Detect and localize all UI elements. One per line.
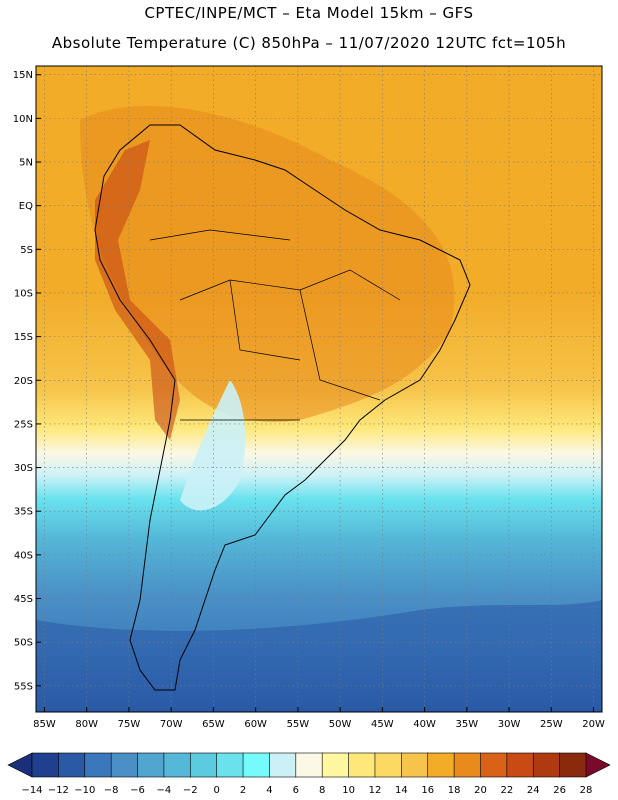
colorbar-label: 6 [293, 785, 299, 796]
title-line-2: Absolute Temperature (C) 850hPa – 11/07/… [51, 34, 567, 52]
colorbar-swatch [295, 752, 323, 778]
lon-label: 45W [371, 719, 394, 730]
colorbar: −14 −12 −10 −8 −6 −4 −2 0 2 4 6 8 10 12 14 16 18 20 22 24 26… [7, 752, 611, 796]
colorbar-label: −8 [104, 785, 119, 796]
colorbar-swatch [427, 752, 455, 778]
colorbar-swatch [242, 752, 271, 778]
colorbar-low-arrow [7, 752, 33, 778]
colorbar-label: 14 [395, 785, 408, 796]
colorbar-label: 28 [580, 785, 593, 796]
lon-label: 25W [540, 719, 563, 730]
colorbar-swatch [216, 752, 244, 778]
colorbar-label: 22 [500, 785, 513, 796]
lat-label: 35S [14, 507, 33, 518]
colorbar-swatch [559, 752, 587, 778]
colorbar-label: 18 [448, 785, 461, 796]
colorbar-label: −12 [48, 785, 69, 796]
lat-label: 25S [14, 419, 33, 430]
colorbar-swatch [58, 752, 86, 778]
colorbar-label: 26 [553, 785, 566, 796]
colorbar-label: −2 [183, 785, 198, 796]
lat-label: 10N [13, 114, 33, 125]
cold-tongue-argentina [180, 380, 246, 511]
lon-label: 70W [160, 719, 183, 730]
title-line-1: CPTEC/INPE/MCT – Eta Model 15km – GFS [144, 4, 474, 22]
colorbar-label: −4 [157, 785, 172, 796]
lat-label: 55S [14, 681, 33, 692]
lat-label: 5S [20, 245, 33, 256]
cold-southern-band [36, 600, 602, 712]
lon-label: 20W [582, 719, 605, 730]
colorbar-label: 20 [474, 785, 487, 796]
colorbar-swatch [269, 752, 297, 778]
colorbar-label: 4 [266, 785, 272, 796]
colorbar-swatch [110, 752, 139, 778]
lat-label: 40S [14, 550, 33, 561]
south-america-coastline [94, 124, 471, 691]
colorbar-swatch [532, 752, 561, 778]
lon-label: 35W [456, 719, 479, 730]
colorbar-high-arrow [585, 752, 611, 778]
lon-label: 75W [118, 719, 141, 730]
map-field [36, 66, 602, 712]
colorbar-swatch [506, 752, 534, 778]
lon-label: 30W [498, 719, 521, 730]
lat-label: 5N [19, 158, 33, 169]
colorbar-swatch [84, 752, 112, 778]
map-frame [35, 65, 603, 713]
lat-label: EQ [19, 201, 33, 212]
longitude-axis: 85W 80W 75W 70W 65W 60W 55W 50W 45W 40W 35W 30W 25W 2… [33, 707, 605, 730]
colorbar-swatch [480, 752, 508, 778]
colorbar-swatch [321, 752, 350, 778]
andes-warm-band [95, 140, 180, 440]
colorbar-label: 12 [369, 785, 382, 796]
colorbar-swatch [137, 752, 165, 778]
colorbar-swatch [401, 752, 429, 778]
colorbar-swatch [348, 752, 376, 778]
lat-label: 45S [14, 594, 33, 605]
lon-label: 65W [202, 719, 225, 730]
colorbar-label: −6 [130, 785, 145, 796]
colorbar-label: 2 [240, 785, 246, 796]
lat-label: 15N [13, 70, 33, 81]
lat-label: 30S [14, 463, 33, 474]
latitude-axis: 15N 10N 5N EQ 5S 10S 15S 20S 25S 30S 35S 40S 45S 50S 5… [13, 70, 41, 692]
colorbar-swatch [453, 752, 482, 778]
country-borders [149, 229, 401, 421]
colorbar-label: 8 [319, 785, 325, 796]
lat-label: 50S [14, 638, 33, 649]
colorbar-label: −14 [21, 785, 42, 796]
lon-label: 85W [33, 719, 56, 730]
lat-label: 20S [14, 376, 33, 387]
colorbar-swatch [374, 752, 402, 778]
colorbar-label: 16 [421, 785, 434, 796]
lon-label: 50W [329, 719, 352, 730]
lat-label: 15S [14, 332, 33, 343]
lon-label: 60W [244, 719, 267, 730]
colorbar-label: 10 [342, 785, 355, 796]
lat-label: 10S [14, 288, 33, 299]
colorbar-swatch [189, 752, 218, 778]
colorbar-label: 0 [213, 785, 219, 796]
lon-label: 55W [287, 719, 310, 730]
lon-label: 40W [413, 719, 436, 730]
colorbar-swatch [163, 752, 191, 778]
warm-interior-region [80, 105, 455, 422]
colorbar-label: 24 [527, 785, 540, 796]
colorbar-swatch [31, 752, 59, 778]
lon-label: 80W [75, 719, 98, 730]
colorbar-label: −10 [74, 785, 95, 796]
